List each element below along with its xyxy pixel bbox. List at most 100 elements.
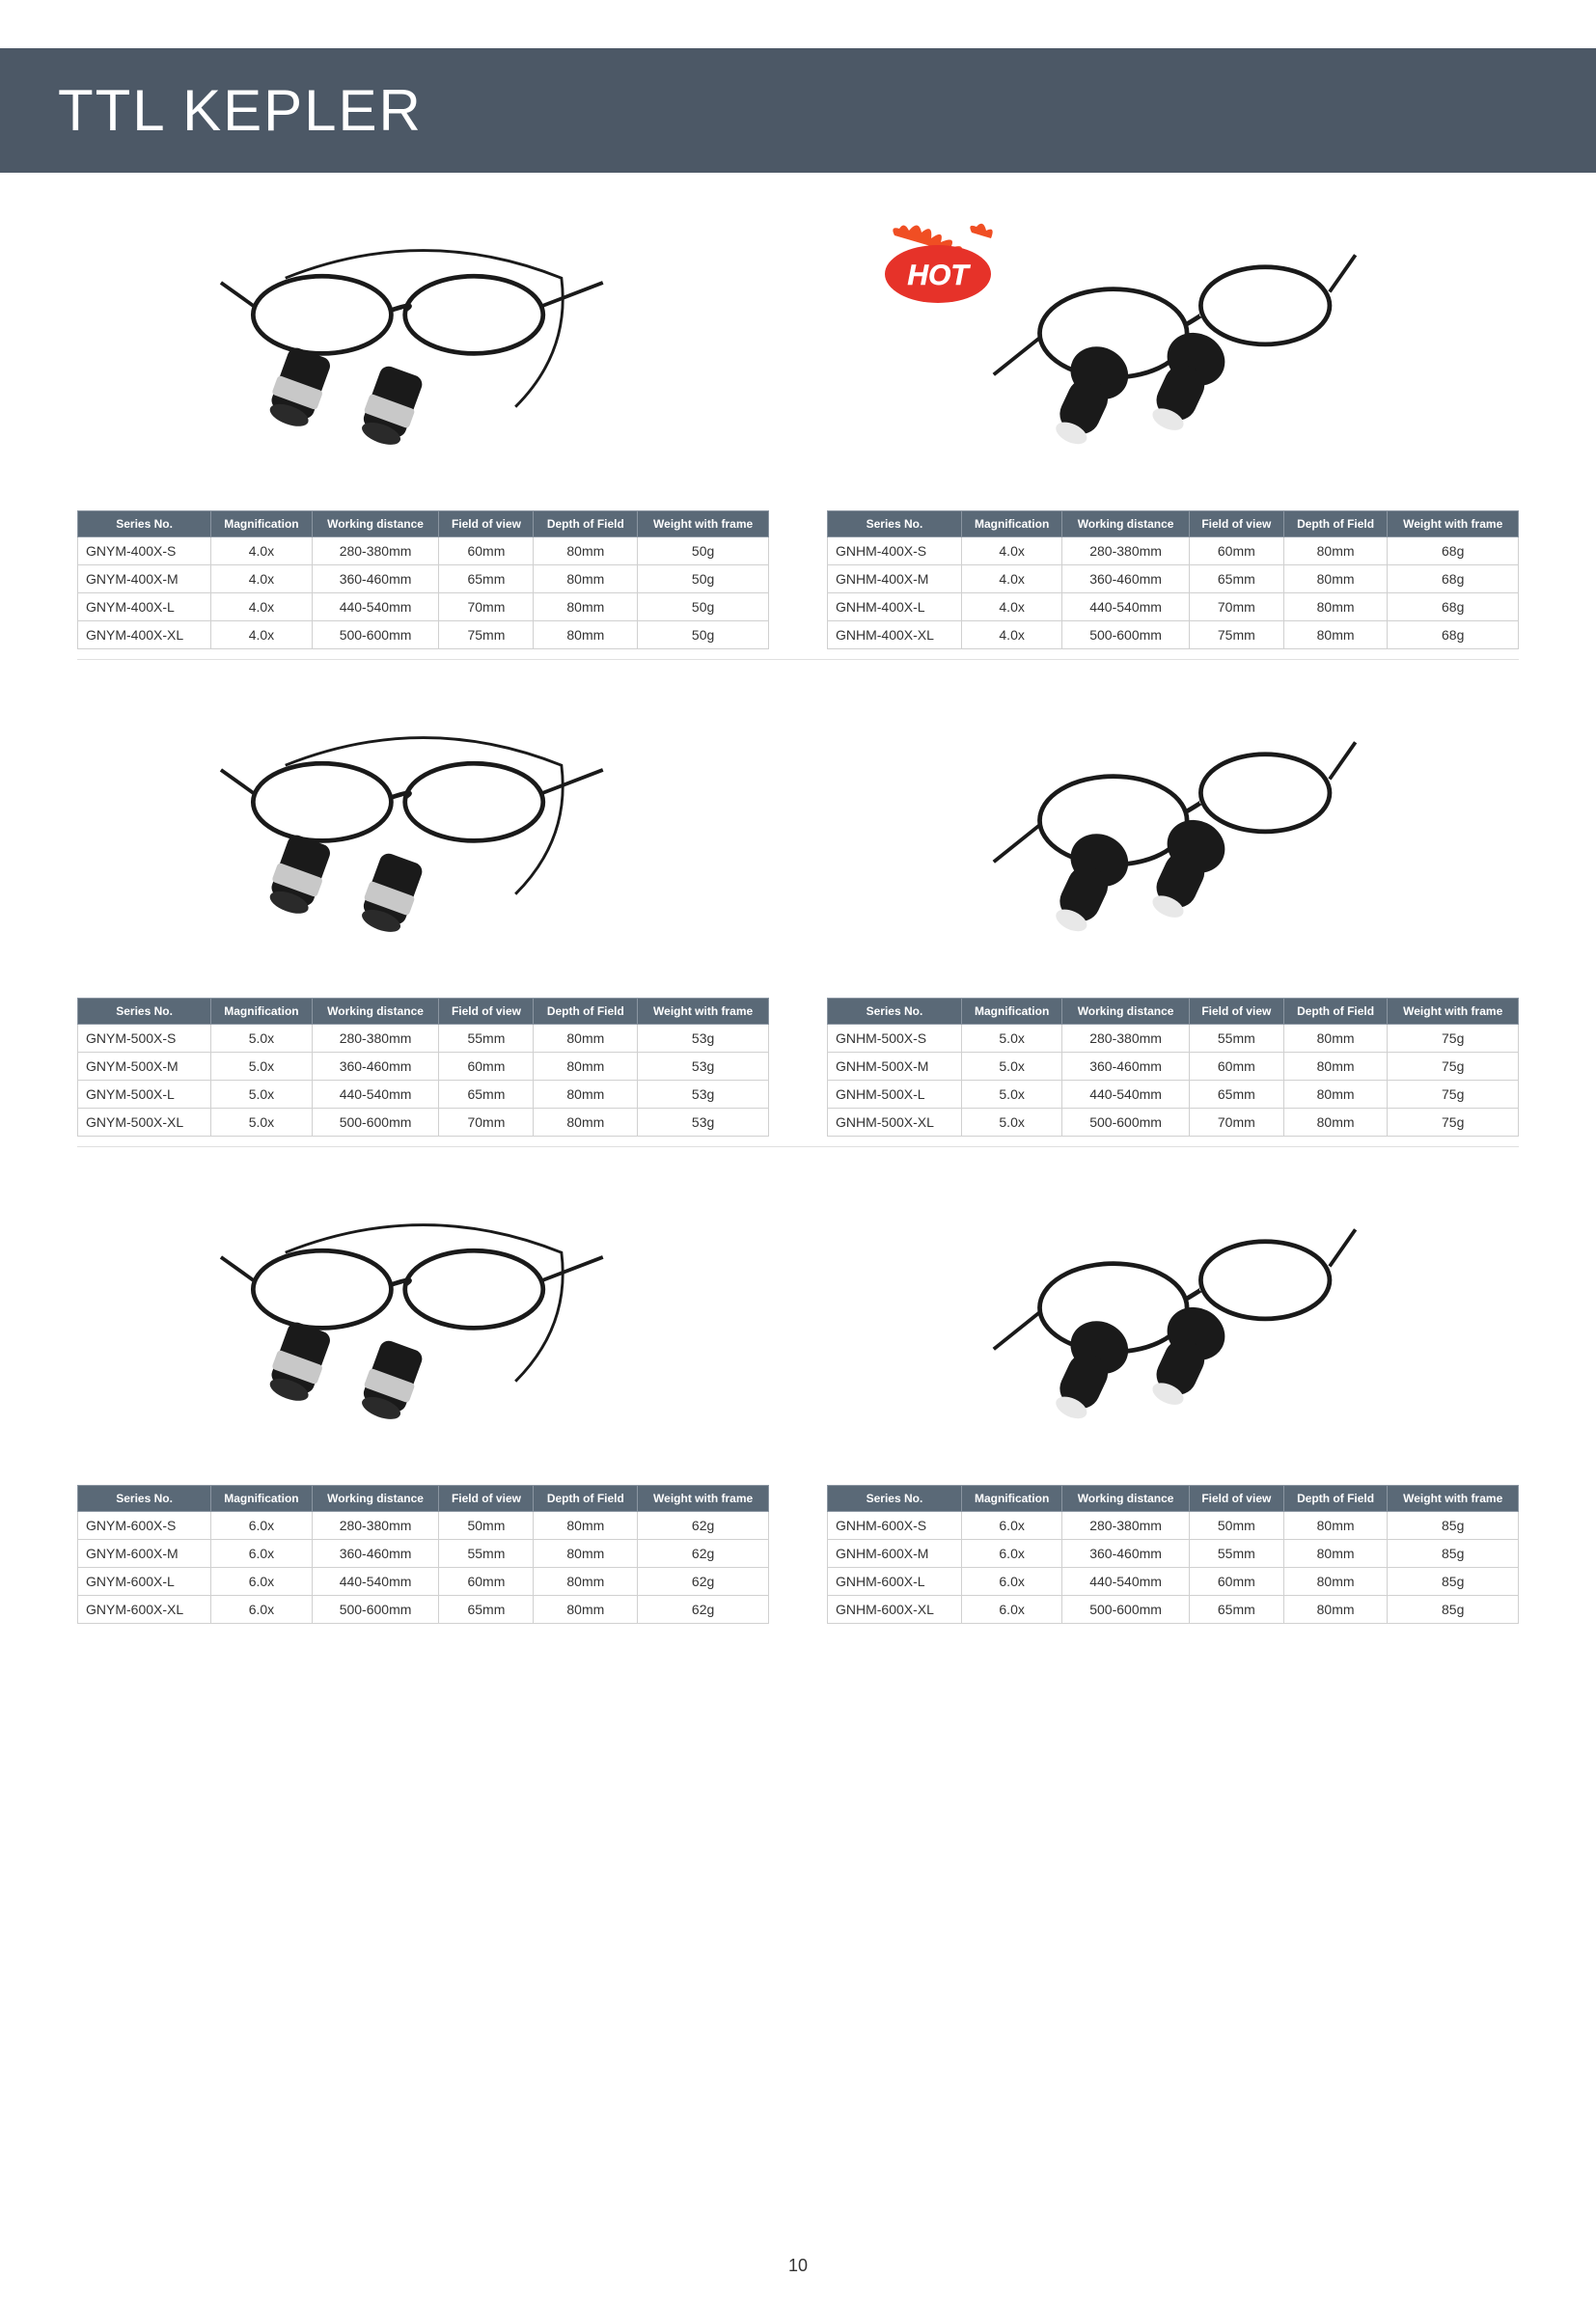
table-cell: 62g: [638, 1540, 769, 1568]
content-area: Series No.MagnificationWorking distanceF…: [0, 211, 1596, 1633]
table-cell: 55mm: [1189, 1025, 1283, 1053]
table-cell: GNHM-400X-M: [828, 565, 962, 593]
product-image: [827, 699, 1519, 998]
table-cell: 80mm: [1283, 593, 1388, 621]
table-cell: 75g: [1388, 1109, 1519, 1137]
table-header: Depth of Field: [534, 1486, 638, 1512]
table-cell: 280-380mm: [1062, 1025, 1190, 1053]
table-cell: 80mm: [534, 1053, 638, 1081]
table-cell: 60mm: [1189, 537, 1283, 565]
spec-table: Series No.MagnificationWorking distanceF…: [77, 510, 769, 649]
table-cell: 80mm: [534, 1081, 638, 1109]
table-header: Magnification: [211, 511, 313, 537]
product-image: [77, 211, 769, 510]
table-cell: 50g: [638, 537, 769, 565]
table-cell: GNYM-500X-M: [78, 1053, 211, 1081]
table-cell: 360-460mm: [312, 1053, 439, 1081]
table-header: Magnification: [211, 999, 313, 1025]
table-row: GNHM-400X-M4.0x360-460mm65mm80mm68g: [828, 565, 1519, 593]
table-cell: 53g: [638, 1025, 769, 1053]
loupe-silver-icon: [147, 241, 701, 480]
table-cell: 500-600mm: [312, 621, 439, 649]
table-cell: 53g: [638, 1081, 769, 1109]
table-row: GNYM-400X-S4.0x280-380mm60mm80mm50g: [78, 537, 769, 565]
page-number: 10: [788, 2256, 808, 2276]
table-header: Magnification: [211, 1486, 313, 1512]
product-image: HOT: [827, 211, 1519, 510]
table-cell: GNYM-400X-S: [78, 537, 211, 565]
table-row: GNYM-400X-M4.0x360-460mm65mm80mm50g: [78, 565, 769, 593]
table-cell: 5.0x: [211, 1109, 313, 1137]
table-cell: 80mm: [534, 565, 638, 593]
table-cell: 65mm: [1189, 1596, 1283, 1624]
table-row: GNYM-600X-L6.0x440-540mm60mm80mm62g: [78, 1568, 769, 1596]
table-cell: GNHM-500X-L: [828, 1081, 962, 1109]
product-cell: Series No.MagnificationWorking distanceF…: [77, 1186, 769, 1624]
table-header: Weight with frame: [1388, 511, 1519, 537]
table-header: Working distance: [312, 999, 439, 1025]
table-cell: GNHM-600X-L: [828, 1568, 962, 1596]
table-cell: 85g: [1388, 1512, 1519, 1540]
table-header: Weight with frame: [638, 511, 769, 537]
table-header: Field of view: [439, 1486, 534, 1512]
table-cell: 53g: [638, 1053, 769, 1081]
table-cell: 6.0x: [961, 1596, 1061, 1624]
table-cell: GNHM-500X-M: [828, 1053, 962, 1081]
table-cell: 500-600mm: [1062, 1596, 1190, 1624]
table-row: GNHM-600X-L6.0x440-540mm60mm80mm85g: [828, 1568, 1519, 1596]
table-cell: 60mm: [1189, 1568, 1283, 1596]
table-cell: 68g: [1388, 593, 1519, 621]
table-cell: GNYM-600X-XL: [78, 1596, 211, 1624]
table-header: Field of view: [439, 999, 534, 1025]
table-header: Series No.: [78, 1486, 211, 1512]
product-cell: Series No.MagnificationWorking distanceF…: [827, 1186, 1519, 1624]
table-cell: 60mm: [439, 1568, 534, 1596]
table-cell: GNYM-400X-XL: [78, 621, 211, 649]
table-cell: 5.0x: [211, 1053, 313, 1081]
table-row: GNYM-600X-M6.0x360-460mm55mm80mm62g: [78, 1540, 769, 1568]
table-cell: 6.0x: [961, 1540, 1061, 1568]
table-header: Field of view: [1189, 999, 1283, 1025]
table-header: Weight with frame: [638, 999, 769, 1025]
table-cell: 80mm: [534, 1596, 638, 1624]
table-row: GNHM-600X-M6.0x360-460mm55mm80mm85g: [828, 1540, 1519, 1568]
table-cell: GNHM-600X-XL: [828, 1596, 962, 1624]
table-cell: 70mm: [1189, 1109, 1283, 1137]
table-cell: 80mm: [1283, 1568, 1388, 1596]
table-row: GNYM-400X-L4.0x440-540mm70mm80mm50g: [78, 593, 769, 621]
table-cell: 80mm: [1283, 1053, 1388, 1081]
table-header: Field of view: [1189, 1486, 1283, 1512]
table-cell: 6.0x: [211, 1568, 313, 1596]
table-cell: 440-540mm: [312, 593, 439, 621]
table-header: Series No.: [828, 1486, 962, 1512]
table-header: Weight with frame: [638, 1486, 769, 1512]
spec-table: Series No.MagnificationWorking distanceF…: [827, 1485, 1519, 1624]
loupe-silver-icon: [147, 1216, 701, 1455]
table-cell: 70mm: [1189, 593, 1283, 621]
hot-badge-icon: HOT: [875, 221, 1001, 308]
spec-table: Series No.MagnificationWorking distanceF…: [827, 510, 1519, 649]
table-cell: 4.0x: [961, 565, 1061, 593]
table-cell: 440-540mm: [1062, 593, 1190, 621]
table-cell: GNYM-600X-M: [78, 1540, 211, 1568]
table-cell: 80mm: [1283, 1512, 1388, 1540]
table-cell: GNYM-500X-L: [78, 1081, 211, 1109]
table-cell: 65mm: [1189, 565, 1283, 593]
table-header: Working distance: [312, 1486, 439, 1512]
table-cell: 6.0x: [211, 1596, 313, 1624]
table-cell: 4.0x: [961, 537, 1061, 565]
table-cell: 50g: [638, 565, 769, 593]
product-row: Series No.MagnificationWorking distanceF…: [77, 699, 1519, 1147]
table-cell: 4.0x: [961, 593, 1061, 621]
table-cell: GNHM-400X-S: [828, 537, 962, 565]
table-cell: GNYM-600X-L: [78, 1568, 211, 1596]
table-header: Working distance: [1062, 1486, 1190, 1512]
table-cell: 440-540mm: [312, 1568, 439, 1596]
table-cell: 80mm: [1283, 1025, 1388, 1053]
table-header: Depth of Field: [534, 511, 638, 537]
table-cell: 280-380mm: [1062, 537, 1190, 565]
table-cell: GNYM-500X-XL: [78, 1109, 211, 1137]
table-row: GNHM-500X-L5.0x440-540mm65mm80mm75g: [828, 1081, 1519, 1109]
table-cell: GNHM-600X-S: [828, 1512, 962, 1540]
table-row: GNHM-600X-S6.0x280-380mm50mm80mm85g: [828, 1512, 1519, 1540]
